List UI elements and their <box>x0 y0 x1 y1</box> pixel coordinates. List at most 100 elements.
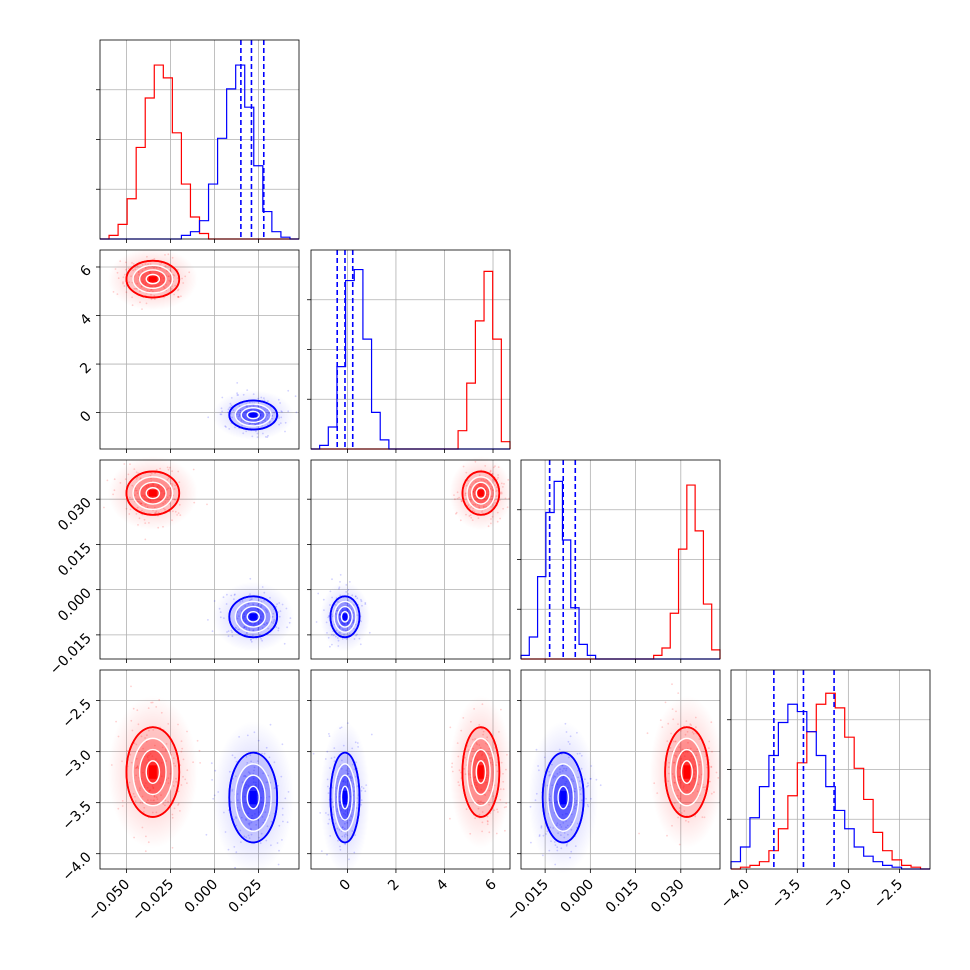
blue-sample-point <box>565 767 568 770</box>
blue-sample-point <box>348 809 351 811</box>
red-sample-point <box>148 522 150 524</box>
blue-sample-point <box>360 620 362 623</box>
blue-sample-point <box>248 622 251 625</box>
blue-sample-point <box>340 804 342 807</box>
blue-sample-point <box>530 841 532 844</box>
blue-sample-point <box>249 754 252 757</box>
red-sample-point <box>496 770 499 773</box>
red-sample-point <box>147 485 150 487</box>
blue-sample-point <box>570 828 573 831</box>
blue-sample-point <box>339 594 342 597</box>
red-sample-point <box>156 277 159 280</box>
blue-sample-point <box>342 609 344 612</box>
red-sample-point <box>489 757 491 760</box>
blue-sample-point <box>211 630 214 633</box>
red-sample-point <box>139 787 142 789</box>
red-sample-point <box>142 771 144 774</box>
red-sample-point <box>172 510 174 513</box>
blue-sample-point <box>248 401 251 404</box>
red-sample-point <box>117 735 120 738</box>
red-sample-point <box>464 756 466 759</box>
blue-sample-point <box>249 827 252 830</box>
x-tick-label: −0.050 <box>85 877 133 925</box>
blue-sample-point <box>587 805 590 808</box>
red-histogram <box>731 692 930 870</box>
red-sample-point <box>130 761 133 764</box>
red-sample-point <box>186 730 188 733</box>
red-sample-point <box>172 273 175 276</box>
red-sample-point <box>166 488 168 491</box>
blue-sample-point <box>352 619 355 622</box>
red-sample-point <box>481 703 484 706</box>
x-tick-label: −3.0 <box>820 877 855 912</box>
red-sample-point <box>711 750 713 753</box>
red-sample-point <box>151 785 154 787</box>
red-sample-point <box>451 762 454 765</box>
red-sample-point <box>119 482 122 484</box>
blue-sample-point <box>213 794 216 797</box>
red-sample-point <box>192 761 195 764</box>
red-sample-point <box>491 472 494 475</box>
blue-sample-point <box>227 635 230 637</box>
blue-sample-point <box>352 627 355 630</box>
blue-sample-point <box>560 847 563 850</box>
blue-sample-point <box>331 596 333 599</box>
blue-sample-point <box>234 593 236 596</box>
red-sample-point <box>491 495 493 498</box>
red-sample-point <box>478 506 480 509</box>
blue-sample-point <box>576 822 579 825</box>
blue-sample-point <box>245 836 248 839</box>
red-sample-point <box>159 281 161 284</box>
red-sample-point <box>151 701 154 704</box>
blue-sample-point <box>252 777 255 780</box>
red-sample-point <box>142 747 145 750</box>
red-sample-point <box>173 498 176 501</box>
red-sample-point <box>486 820 489 823</box>
red-sample-point <box>656 792 659 794</box>
blue-sample-point <box>254 783 257 786</box>
blue-sample-point <box>551 784 554 787</box>
red-sample-point <box>709 780 711 783</box>
red-sample-point <box>674 740 677 743</box>
red-sample-point <box>488 831 491 834</box>
red-sample-point <box>158 699 161 701</box>
blue-sample-point <box>277 863 280 866</box>
red-sample-point <box>679 729 682 732</box>
red-sample-point <box>147 707 150 709</box>
blue-sample-point <box>566 843 568 846</box>
blue-sample-point <box>346 821 349 824</box>
red-sample-point <box>471 519 474 521</box>
red-sample-point <box>506 506 509 509</box>
blue-sample-point <box>347 767 350 770</box>
red-sample-point <box>129 463 131 466</box>
blue-sample-point <box>348 858 350 861</box>
red-sample-point <box>150 484 153 487</box>
blue-sample-point <box>545 833 547 835</box>
x-tick-label: −2.5 <box>871 877 906 912</box>
red-density-peak <box>148 489 157 497</box>
blue-sample-point <box>235 851 238 853</box>
blue-sample-point <box>232 409 235 411</box>
blue-sample-point <box>233 598 235 601</box>
blue-sample-point <box>277 398 280 401</box>
blue-histogram <box>730 703 930 870</box>
red-sample-point <box>146 289 149 292</box>
red-sample-point <box>154 744 156 747</box>
red-sample-point <box>136 506 139 509</box>
red-sample-point <box>474 757 477 759</box>
blue-sample-point <box>259 414 262 416</box>
red-sample-point <box>138 517 141 520</box>
red-sample-point <box>507 479 510 481</box>
red-sample-point <box>481 753 484 755</box>
y-tick-label: −3.5 <box>59 798 94 833</box>
blue-sample-point <box>345 629 347 632</box>
red-sample-point <box>475 481 477 483</box>
blue-sample-point <box>249 409 252 412</box>
blue-sample-point <box>340 767 343 770</box>
blue-sample-point <box>351 594 354 597</box>
blue-sample-point <box>575 804 577 806</box>
red-sample-point <box>486 497 489 499</box>
blue-sample-point <box>246 762 249 764</box>
blue-sample-point <box>338 626 341 629</box>
red-sample-point <box>148 754 150 757</box>
